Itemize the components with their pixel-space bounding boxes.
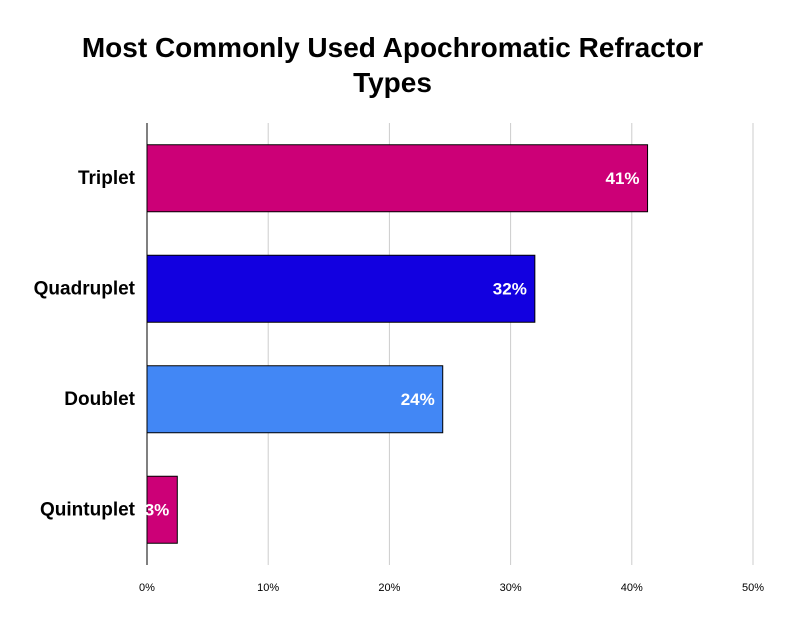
data-label: 3% [145, 500, 170, 519]
bar-quadruplet [146, 254, 536, 323]
x-tick-label: 50% [742, 582, 764, 594]
data-label: 41% [606, 169, 640, 188]
y-category-label: Triplet [78, 168, 136, 189]
labels: 0% 10% 20% 30% 40% 50% Triplet 41% Quadruplet 32%… [34, 168, 765, 594]
bar-triplet [146, 144, 649, 213]
y-category-label: Doublet [64, 389, 135, 410]
bar-quintuplet [146, 475, 178, 544]
bars [146, 144, 649, 544]
y-category-label: Quadruplet [34, 278, 136, 299]
y-category-label: Quintuplet [40, 499, 136, 520]
x-tick-label: 0% [139, 582, 155, 594]
data-label: 32% [493, 279, 527, 298]
x-tick-label: 40% [621, 582, 643, 594]
x-tick-label: 20% [378, 582, 400, 594]
data-label: 24% [401, 390, 435, 409]
bar-doublet [146, 365, 444, 434]
x-tick-label: 10% [257, 582, 279, 594]
chart-title: Most Commonly Used Apochromatic Refracto… [81, 32, 704, 98]
x-tick-label: 30% [500, 582, 522, 594]
